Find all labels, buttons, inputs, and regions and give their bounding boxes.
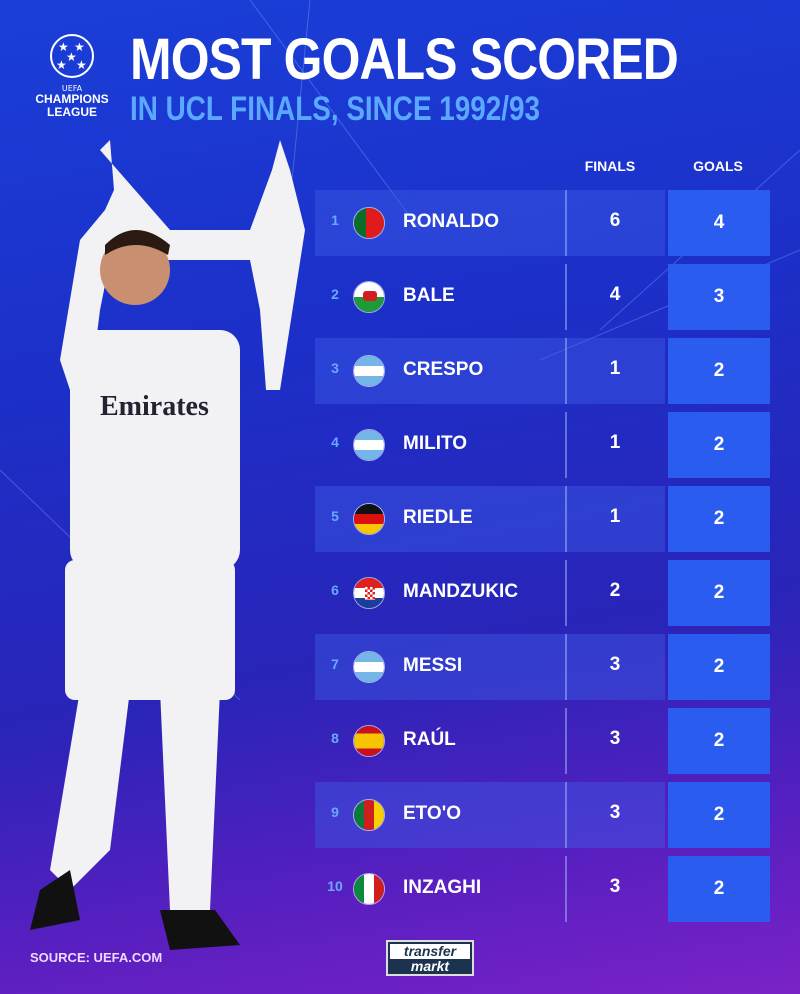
- source-note: SOURCE: UEFA.COM: [30, 950, 163, 965]
- column-divider: [565, 708, 567, 774]
- table-row: 1 RONALDO 6 4: [315, 190, 770, 256]
- logo-line1: CHAMPIONS: [35, 92, 109, 106]
- starball-icon: ★ ★ ★ ★ ★: [50, 34, 94, 78]
- player-photo: Emirates: [30, 140, 305, 950]
- finals-value: 3: [609, 802, 621, 823]
- rank: 6: [331, 582, 339, 598]
- finals-value: 3: [609, 654, 621, 675]
- rank: 2: [331, 286, 339, 302]
- finals-value: 3: [609, 876, 621, 897]
- flag-argentina-icon: [353, 429, 385, 461]
- table-row: 8 RAÚL 3 2: [315, 708, 770, 774]
- flag-argentina-icon: [353, 651, 385, 683]
- page-title: MOST GOALS SCORED: [130, 27, 679, 92]
- finals-value: 4: [609, 284, 621, 305]
- finals-value: 1: [609, 506, 621, 527]
- player-name: CRESPO: [403, 359, 484, 380]
- finals-value: 3: [609, 728, 621, 749]
- column-divider: [565, 486, 567, 552]
- goals-value: 2: [668, 338, 770, 404]
- champions-league-logo: ★ ★ ★ ★ ★ UEFA CHAMPIONS LEAGUE: [22, 34, 122, 119]
- player-name: RIEDLE: [403, 507, 473, 528]
- finals-value: 1: [609, 358, 621, 379]
- goals-value: 3: [668, 264, 770, 330]
- player-name: MESSI: [403, 655, 463, 676]
- goals-value: 2: [668, 782, 770, 848]
- flag-wales-icon: [353, 281, 385, 313]
- player-name: MANDZUKIC: [403, 581, 519, 602]
- table-row: 9 ETO'O 3 2: [315, 782, 770, 848]
- rank: 8: [331, 730, 339, 746]
- goals-value: 2: [668, 412, 770, 478]
- player-name: RONALDO: [403, 211, 500, 232]
- table-row: 2 BALE 4 3: [315, 264, 770, 330]
- brand-line1: transfer: [390, 944, 470, 959]
- player-name: ETO'O: [403, 803, 462, 824]
- table-row: 4 MILITO 1 2: [315, 412, 770, 478]
- goals-value: 2: [668, 708, 770, 774]
- column-divider: [565, 856, 567, 922]
- player-name: MILITO: [403, 433, 468, 454]
- brand-line2: markt: [410, 958, 450, 974]
- transfermarkt-logo: transfer markt: [386, 940, 474, 976]
- rank: 5: [331, 508, 339, 524]
- goals-value: 2: [668, 856, 770, 922]
- goals-value: 2: [668, 634, 770, 700]
- goals-value: 2: [668, 560, 770, 626]
- flag-argentina-icon: [353, 355, 385, 387]
- table-row: 5 RIEDLE 1 2: [315, 486, 770, 552]
- rank: 7: [331, 656, 339, 672]
- column-divider: [565, 412, 567, 478]
- column-divider: [565, 782, 567, 848]
- rank: 1: [331, 212, 339, 228]
- player-name: INZAGHI: [403, 877, 482, 898]
- column-divider: [565, 338, 567, 404]
- column-divider: [565, 264, 567, 330]
- goals-value: 4: [668, 190, 770, 256]
- player-name: BALE: [403, 285, 455, 306]
- goals-value: 2: [668, 486, 770, 552]
- flag-cameroon-icon: [353, 799, 385, 831]
- flag-spain-icon: [353, 725, 385, 757]
- flag-portugal-icon: [353, 207, 385, 239]
- rank: 9: [331, 804, 339, 820]
- flag-germany-icon: [353, 503, 385, 535]
- svg-text:Emirates: Emirates: [100, 391, 209, 422]
- flag-croatia-icon: [353, 577, 385, 609]
- player-name: RAÚL: [403, 729, 456, 750]
- table-row: 10 INZAGHI 3 2: [315, 856, 770, 922]
- finals-value: 1: [609, 432, 621, 453]
- flag-italy-icon: [353, 873, 385, 905]
- column-header-goals: GOALS: [693, 158, 743, 174]
- finals-value: 2: [609, 580, 621, 601]
- column-divider: [565, 634, 567, 700]
- table-row: 3 CRESPO 1 2: [315, 338, 770, 404]
- logo-line2: LEAGUE: [46, 105, 97, 119]
- table-row: 7 MESSI 3 2: [315, 634, 770, 700]
- rank: 10: [327, 878, 343, 894]
- table-row: 6 MANDZUKIC 2 2: [315, 560, 770, 626]
- column-divider: [565, 560, 567, 626]
- finals-value: 6: [609, 210, 621, 231]
- logo-uefa: UEFA: [61, 84, 83, 93]
- column-header-finals: FINALS: [584, 158, 636, 174]
- page-subtitle: IN UCL FINALS, SINCE 1992/93: [130, 90, 541, 128]
- rank: 4: [331, 434, 339, 450]
- rank: 3: [331, 360, 339, 376]
- column-divider: [565, 190, 567, 256]
